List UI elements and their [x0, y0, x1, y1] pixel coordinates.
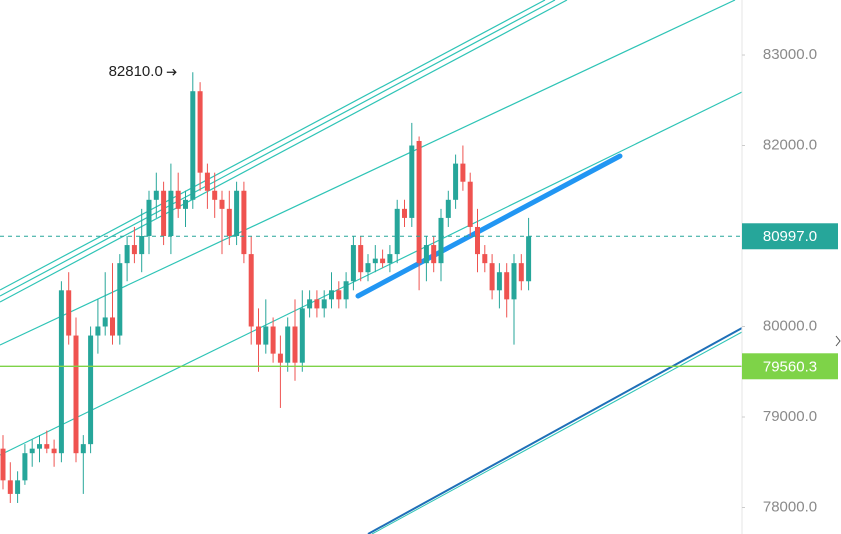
candle-body: [131, 245, 137, 255]
candle-body: [124, 245, 130, 264]
candle-body: [307, 299, 313, 309]
channel-line: [367, 327, 743, 534]
candle-body: [102, 317, 108, 327]
candle-body: [409, 145, 415, 218]
candle-body: [190, 91, 196, 200]
candle-body: [153, 190, 159, 200]
candle-body: [423, 245, 429, 264]
price-line-label: 79560.3: [763, 358, 817, 375]
price-axis: [742, 0, 841, 534]
candle-body: [204, 172, 210, 191]
candle-body: [380, 258, 386, 264]
candle-body: [467, 181, 473, 227]
candle-body: [365, 263, 371, 273]
candle-body: [394, 208, 400, 255]
candle-body: [504, 272, 510, 300]
candle-body: [66, 290, 72, 336]
candle-body: [15, 480, 21, 494]
candle-body: [438, 217, 444, 264]
candle-body: [511, 263, 517, 300]
candle-body: [270, 326, 276, 354]
candle-body: [37, 444, 42, 449]
candle-body: [482, 254, 488, 264]
scroll-arrow[interactable]: [835, 335, 841, 347]
channel-line: [0, 0, 546, 291]
candle-body: [263, 326, 269, 345]
candle-body: [526, 236, 532, 282]
candle-body: [29, 448, 35, 454]
candle-body: [226, 208, 232, 237]
candle-body: [402, 208, 407, 218]
candle-body: [431, 245, 437, 264]
candle-body: [183, 199, 188, 209]
candle-body: [445, 199, 451, 218]
candle-body: [299, 308, 305, 363]
candle-body: [44, 444, 50, 449]
candle-body: [7, 480, 13, 494]
candles: [0, 72, 532, 503]
candle-body: [314, 299, 320, 309]
candle-body: [95, 326, 101, 336]
candle-body: [285, 326, 291, 363]
candle-body: [372, 258, 378, 264]
candle-body: [518, 263, 524, 282]
candle-body: [277, 353, 283, 363]
candle-body: [329, 290, 334, 300]
candle-body: [475, 226, 480, 255]
candle-body: [146, 199, 152, 237]
trend-line: [355, 153, 623, 299]
candle-body: [350, 245, 356, 282]
candle-body: [22, 453, 28, 481]
candle-body: [453, 163, 459, 200]
candle-body: [168, 190, 174, 237]
candle-body: [117, 263, 123, 336]
candle-body: [234, 190, 240, 237]
y-tick-label: 82000.0: [763, 136, 817, 153]
candle-body: [58, 290, 64, 454]
candle-body: [0, 448, 6, 481]
candle-body: [110, 317, 115, 336]
candle-body: [161, 190, 167, 237]
y-tick-label: 83000.0: [763, 46, 817, 63]
candle-body: [73, 335, 79, 454]
y-tick-label: 78000.0: [763, 498, 817, 515]
candle-body: [241, 190, 247, 255]
candle-body: [256, 326, 261, 345]
channel-line: [0, 0, 556, 297]
channel-line: [0, 0, 568, 303]
candle-body: [248, 254, 254, 327]
candle-body: [336, 290, 342, 300]
candle-body: [197, 91, 203, 173]
candle-body: [175, 190, 181, 209]
y-tick-label: 79000.0: [763, 408, 817, 425]
candle-body: [416, 140, 422, 264]
channel-line: [0, 0, 736, 346]
candle-body: [212, 190, 218, 200]
last-price-box: [742, 223, 838, 250]
candle-body: [387, 254, 393, 264]
candle-body: [292, 326, 298, 363]
candle-body: [489, 263, 495, 291]
last-price-label: 80997.0: [763, 228, 817, 245]
candle-body: [139, 236, 145, 255]
candle-body: [460, 163, 466, 182]
candle-body: [358, 245, 364, 273]
high-marker-label: 82810.0: [109, 63, 163, 80]
channel-line: [371, 331, 743, 534]
candle-body: [496, 272, 502, 291]
y-tick-label: 80000.0: [763, 317, 817, 334]
high-marker-arrow: [166, 68, 177, 76]
candle-body: [321, 299, 327, 309]
candle-body: [219, 199, 225, 209]
channel-line: [0, 91, 743, 456]
candle-body: [51, 448, 57, 454]
candle-body: [88, 335, 94, 445]
candle-body: [80, 444, 86, 454]
candle-body: [343, 281, 349, 300]
trend-lines: [0, 0, 743, 534]
price-line-box: [742, 353, 838, 380]
